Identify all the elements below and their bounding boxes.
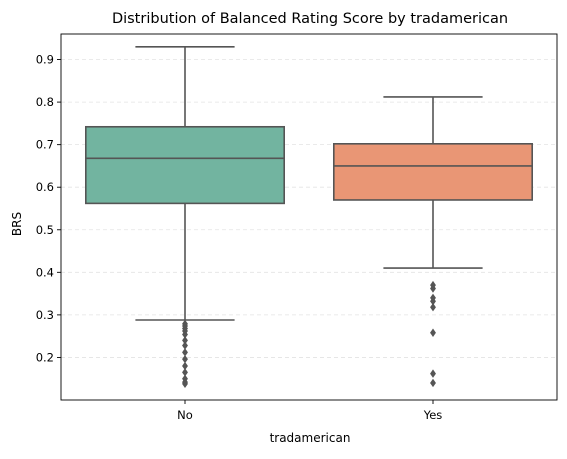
outlier-point <box>430 328 436 337</box>
outlier-point <box>430 284 436 293</box>
outlier-point <box>430 369 436 378</box>
y-tick-label: 0.2 <box>36 350 54 364</box>
grid-lines <box>61 59 557 358</box>
x-axis-label: tradamerican <box>270 431 351 445</box>
chart-title: Distribution of Balanced Rating Score by… <box>112 11 508 27</box>
plot-area-frame <box>60 33 558 401</box>
y-tick-label: 0.3 <box>36 308 54 322</box>
y-axis-ticks: 0.2 0.3 0.4 0.5 0.6 0.7 0.8 0.9 <box>36 53 61 364</box>
outlier-point <box>182 330 188 339</box>
y-tick-label: 0.7 <box>36 138 54 152</box>
outlier-point <box>182 361 188 371</box>
outlier-point <box>182 379 188 389</box>
outlier-point <box>182 341 188 350</box>
x-tick-label: Yes <box>423 408 443 422</box>
y-tick-label: 0.4 <box>36 265 54 279</box>
y-tick-label: 0.9 <box>36 53 54 67</box>
iqr-box <box>85 125 285 205</box>
boxes-layer <box>85 45 533 389</box>
iqr-box <box>332 143 533 201</box>
outlier-point <box>430 297 436 306</box>
outlier-point <box>182 354 188 364</box>
y-tick-label: 0.6 <box>36 180 54 194</box>
outlier-point <box>182 336 188 345</box>
x-tick-label: No <box>177 408 193 422</box>
box-group-no <box>85 45 285 389</box>
y-axis-label: BRS <box>10 212 24 236</box>
outlier-point <box>430 378 436 388</box>
y-tick-label: 0.5 <box>36 223 54 237</box>
outlier-point <box>182 348 188 357</box>
outlier-point <box>430 303 436 312</box>
x-axis-ticks: No Yes <box>177 400 442 422</box>
box-group-yes <box>332 96 533 388</box>
y-tick-label: 0.8 <box>36 95 54 109</box>
outlier-point <box>182 368 188 377</box>
